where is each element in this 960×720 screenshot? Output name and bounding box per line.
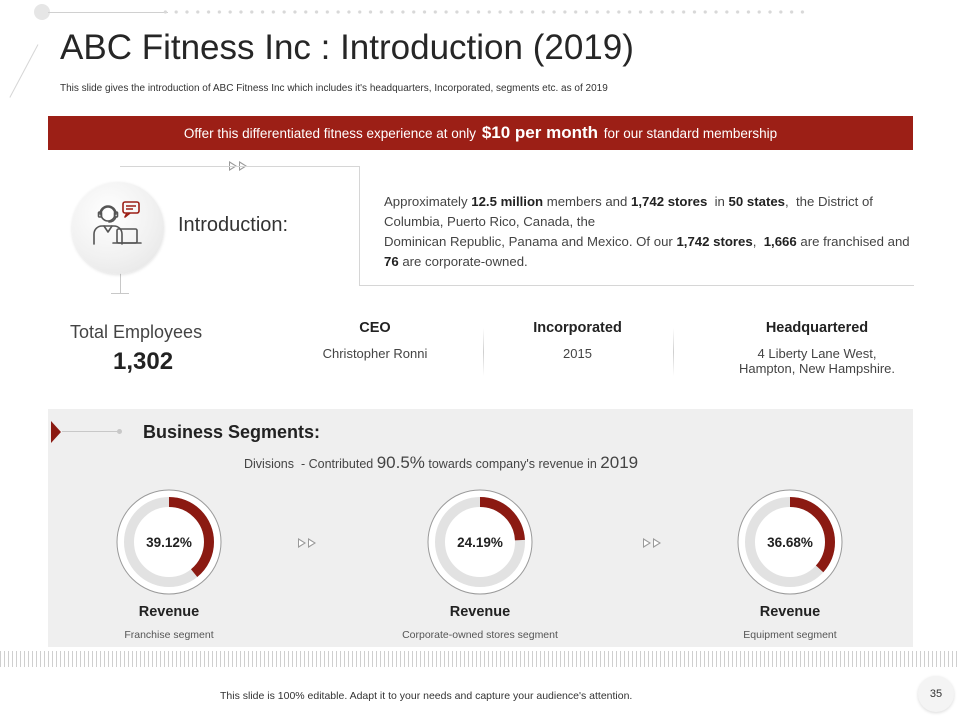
fact-incorporated: Incorporated 2015 xyxy=(500,320,655,361)
total-employees-label: Total Employees xyxy=(70,322,203,342)
decorative-diagonal-line xyxy=(9,44,39,98)
introduction-paragraph-1: Approximately 12.5 million members and 1… xyxy=(384,194,877,229)
icon-stand xyxy=(120,270,121,294)
fact-value: 2015 xyxy=(563,346,592,361)
introduction-text: Approximately 12.5 million members and 1… xyxy=(384,192,914,272)
fact-value-line: 4 Liberty Lane West, xyxy=(757,346,877,361)
fact-headquartered: Headquartered 4 Liberty Lane West, Hampt… xyxy=(712,320,922,376)
offer-banner: Offer this differentiated fitness experi… xyxy=(48,116,913,150)
intro-icon-circle xyxy=(72,182,164,274)
segment-donut: 39.12% xyxy=(115,488,223,596)
double-arrow-icon xyxy=(298,538,316,548)
segment-name: Revenue xyxy=(449,604,511,620)
segment-donut: 36.68% xyxy=(736,488,844,596)
fact-heading: Incorporated xyxy=(533,320,622,336)
fact-value: 4 Liberty Lane West, Hampton, New Hampsh… xyxy=(712,346,922,376)
section-marker-icon xyxy=(51,421,61,443)
business-segments-subtitle: Divisions - Contributed 90.5% towards co… xyxy=(244,453,639,472)
segment-description: Franchise segment xyxy=(124,629,214,641)
fact-heading: CEO xyxy=(359,320,391,336)
segment-percent: 36.68% xyxy=(767,534,813,550)
decorative-dot-row xyxy=(160,9,810,15)
fact-separator xyxy=(673,328,674,376)
fact-separator xyxy=(483,328,484,376)
decorative-stripe-band xyxy=(0,651,960,667)
segment-donut: 24.19% xyxy=(426,488,534,596)
fact-value-line: Hampton, New Hampshire. xyxy=(738,361,896,376)
customer-support-agent-icon xyxy=(93,201,142,245)
fact-value: Christopher Ronni xyxy=(322,346,428,361)
connector-line xyxy=(359,285,914,286)
business-segments-title: Business Segments: xyxy=(143,422,321,442)
banner-highlight: $10 per month xyxy=(481,123,599,142)
page-number: 35 xyxy=(918,676,954,712)
fact-ceo: CEO Christopher Ronni xyxy=(290,320,460,361)
connector-line xyxy=(359,166,360,286)
decorative-circle xyxy=(34,4,50,20)
icon-stand-base xyxy=(111,293,129,294)
segment-description: Corporate-owned stores segment xyxy=(402,629,558,641)
double-arrow-icon xyxy=(643,538,661,548)
banner-suffix: for our standard membership xyxy=(600,125,778,141)
total-employees-value: 1,302 xyxy=(113,348,174,375)
segment-percent: 39.12% xyxy=(146,534,192,550)
introduction-paragraph-2: Dominican Republic, Panama and Mexico. O… xyxy=(384,234,914,269)
section-marker-line xyxy=(62,431,118,432)
banner-prefix: Offer this differentiated fitness experi… xyxy=(183,125,480,141)
section-marker-dot xyxy=(117,429,122,434)
fact-heading: Headquartered xyxy=(765,320,869,336)
segment-name: Revenue xyxy=(138,604,200,620)
decorative-line xyxy=(48,12,168,13)
footer-note: This slide is 100% editable. Adapt it to… xyxy=(220,690,633,702)
segment-percent: 24.19% xyxy=(457,534,503,550)
page-title: ABC Fitness Inc : Introduction (2019) xyxy=(60,28,634,67)
segment-description: Equipment segment xyxy=(743,629,837,641)
page-subtitle: This slide gives the introduction of ABC… xyxy=(60,83,608,94)
segment-name: Revenue xyxy=(759,604,821,620)
introduction-label: Introduction: xyxy=(178,214,289,236)
connector-line xyxy=(120,166,360,167)
